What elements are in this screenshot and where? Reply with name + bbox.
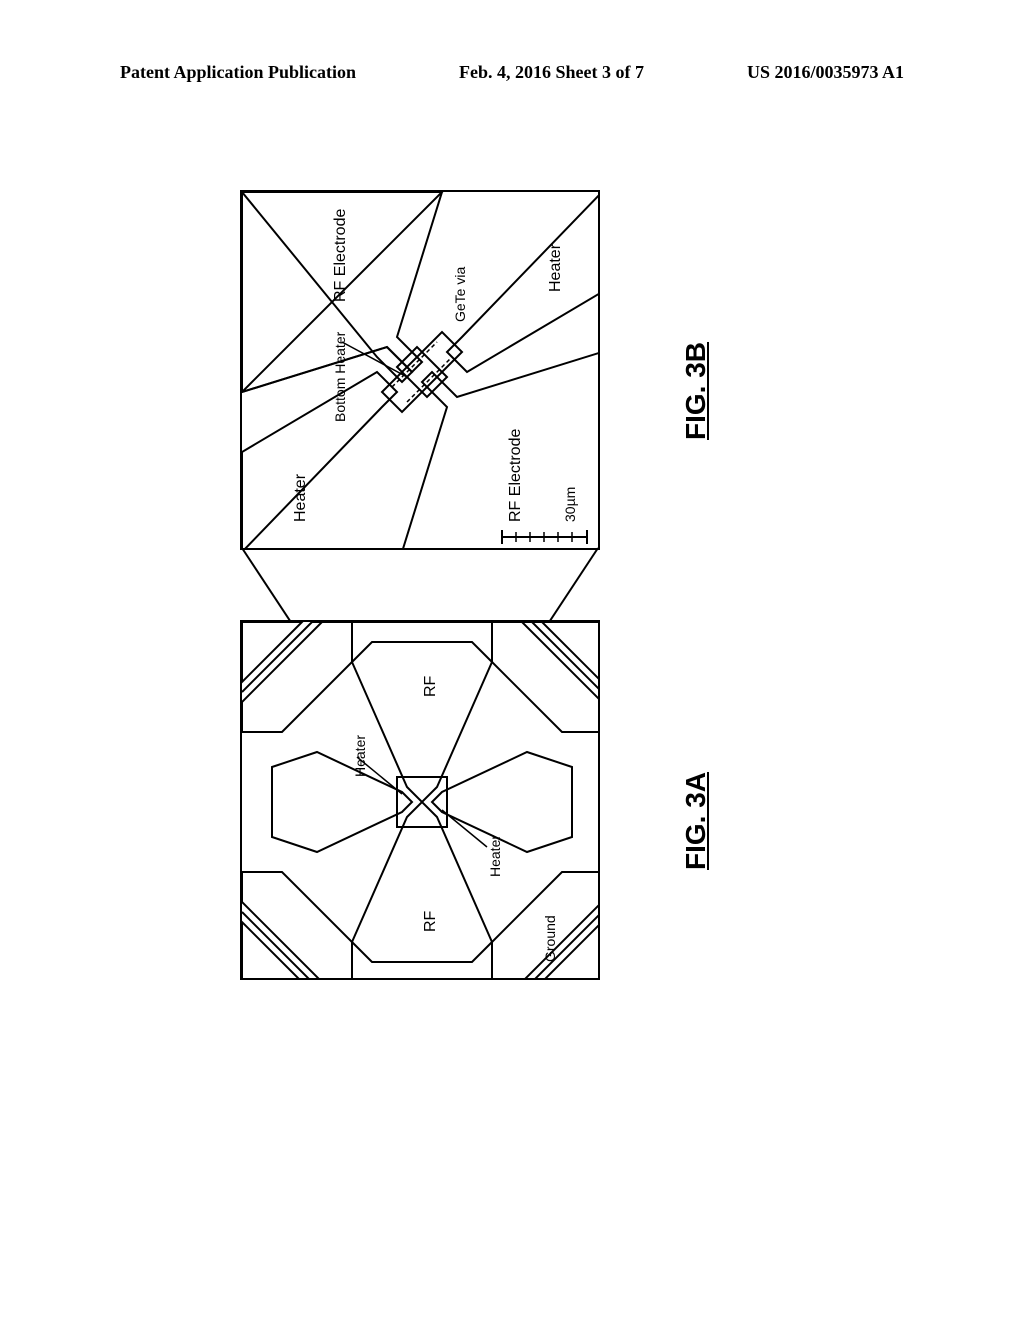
label-rf-bottom: RF	[422, 911, 440, 932]
figure-area: RF Electrode RF Electrode Heater Heater …	[240, 190, 800, 1090]
label-heater-left-b: Heater	[292, 474, 310, 522]
fig-3b-caption: FIG. 3B	[680, 342, 712, 440]
fig-3a-caption: FIG. 3A	[680, 772, 712, 870]
label-heater-right-b: Heater	[547, 244, 565, 292]
fig-3a-panel: RF RF Heater Heater Ground	[240, 620, 600, 980]
label-rf-top: RF	[422, 676, 440, 697]
label-rf-electrode-top: RF Electrode	[332, 209, 350, 302]
fig-3b-panel: RF Electrode RF Electrode Heater Heater …	[240, 190, 600, 550]
header-center: Feb. 4, 2016 Sheet 3 of 7	[459, 62, 644, 83]
header-left: Patent Application Publication	[120, 62, 356, 83]
header-right: US 2016/0035973 A1	[747, 62, 904, 83]
label-heater-left-a: Heater	[352, 735, 368, 777]
label-rf-electrode-bottom: RF Electrode	[507, 429, 525, 522]
page-header: Patent Application Publication Feb. 4, 2…	[0, 62, 1024, 83]
label-heater-right-a: Heater	[487, 835, 503, 877]
label-gete-via: GeTe via	[452, 267, 468, 322]
label-ground: Ground	[542, 915, 558, 962]
label-scale: 30µm	[562, 487, 578, 522]
label-bottom-heater: Bottom Heater	[332, 332, 348, 422]
